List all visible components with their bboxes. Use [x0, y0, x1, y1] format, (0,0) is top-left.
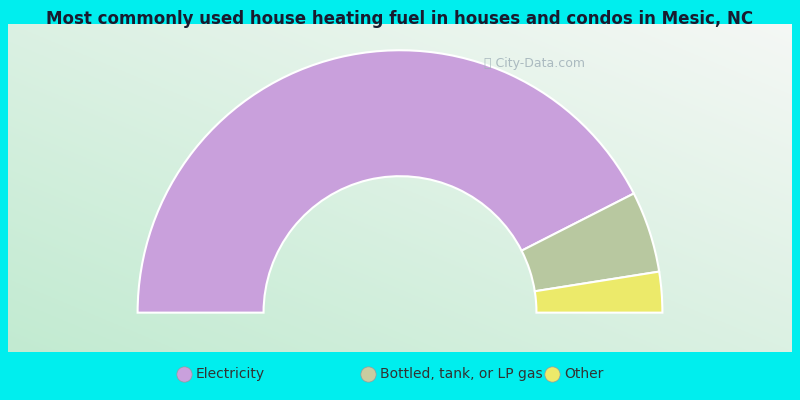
Wedge shape: [522, 194, 659, 291]
Text: Other: Other: [564, 367, 603, 381]
Wedge shape: [138, 50, 634, 313]
Text: Most commonly used house heating fuel in houses and condos in Mesic, NC: Most commonly used house heating fuel in…: [46, 10, 754, 28]
Text: Ⓢ City-Data.com: Ⓢ City-Data.com: [484, 57, 585, 70]
Text: Bottled, tank, or LP gas: Bottled, tank, or LP gas: [380, 367, 542, 381]
Wedge shape: [534, 272, 662, 313]
Text: Electricity: Electricity: [196, 367, 265, 381]
